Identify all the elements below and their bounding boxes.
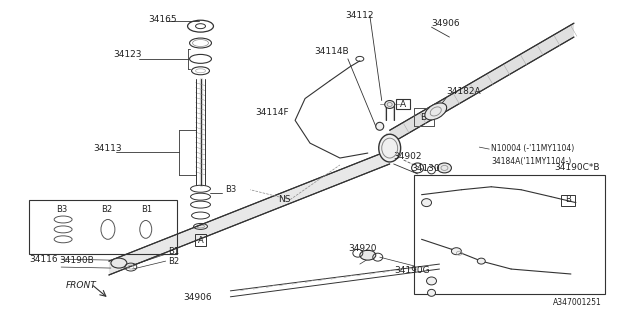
Bar [561,195,575,206]
Bar [413,108,433,126]
Text: N10004 (-'11MY1104): N10004 (-'11MY1104) [492,144,575,153]
Text: 34906: 34906 [184,293,212,302]
Text: B: B [420,113,427,122]
Text: B3: B3 [225,185,237,194]
Text: 34190C*B: 34190C*B [554,163,600,172]
Text: A347001251: A347001251 [553,298,602,307]
Bar [396,99,410,109]
Text: 34116: 34116 [29,255,58,264]
Text: 34182A: 34182A [447,87,481,96]
Text: B3: B3 [56,204,67,214]
Polygon shape [109,150,390,275]
Text: 34906: 34906 [431,19,460,28]
Text: B: B [565,195,571,204]
Bar [195,234,207,246]
Bar [413,175,605,294]
Text: 34902: 34902 [394,152,422,161]
Polygon shape [390,23,574,144]
Text: 34190B: 34190B [59,256,94,265]
Bar [413,108,433,126]
Ellipse shape [385,100,395,108]
Ellipse shape [425,103,447,120]
Text: B1: B1 [141,204,152,214]
Text: A: A [198,236,204,245]
Ellipse shape [477,258,485,264]
Text: 34190G: 34190G [395,266,430,275]
Ellipse shape [438,163,451,173]
Text: 34112: 34112 [345,11,373,20]
Text: 34123: 34123 [113,51,141,60]
Text: 34114B: 34114B [314,47,349,56]
Ellipse shape [422,199,431,207]
Text: 34114F: 34114F [255,108,289,117]
Text: NS: NS [278,195,291,204]
Text: 34113: 34113 [93,144,122,153]
Ellipse shape [379,134,401,162]
Ellipse shape [360,250,376,260]
Text: B1: B1 [168,247,179,256]
Ellipse shape [426,277,436,285]
Text: B2: B2 [101,204,112,214]
Ellipse shape [111,258,127,268]
Bar [29,200,177,254]
Ellipse shape [451,248,461,255]
Ellipse shape [428,289,435,296]
Text: 34184A('11MY1104-): 34184A('11MY1104-) [492,157,572,166]
Text: 34130: 34130 [412,164,440,173]
Text: A: A [399,100,406,109]
Text: FRONT: FRONT [66,281,97,290]
Ellipse shape [376,122,384,130]
Text: B2: B2 [168,257,179,266]
Text: 34920: 34920 [348,244,376,253]
Text: 34165: 34165 [148,15,177,24]
